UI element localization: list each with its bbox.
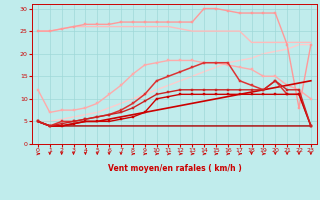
X-axis label: Vent moyen/en rafales ( km/h ): Vent moyen/en rafales ( km/h ) bbox=[108, 164, 241, 173]
